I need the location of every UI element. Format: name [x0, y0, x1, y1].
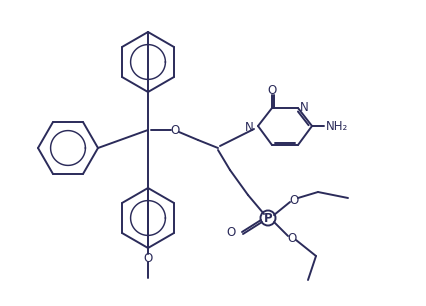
Text: O: O [227, 226, 236, 238]
Text: O: O [268, 84, 276, 96]
Text: P: P [264, 211, 272, 225]
Text: N: N [300, 100, 309, 114]
Text: O: O [288, 232, 296, 244]
Text: N: N [245, 121, 254, 133]
Text: NH₂: NH₂ [326, 120, 348, 132]
Text: O: O [170, 124, 180, 136]
Text: O: O [144, 252, 153, 264]
Text: O: O [289, 193, 299, 207]
